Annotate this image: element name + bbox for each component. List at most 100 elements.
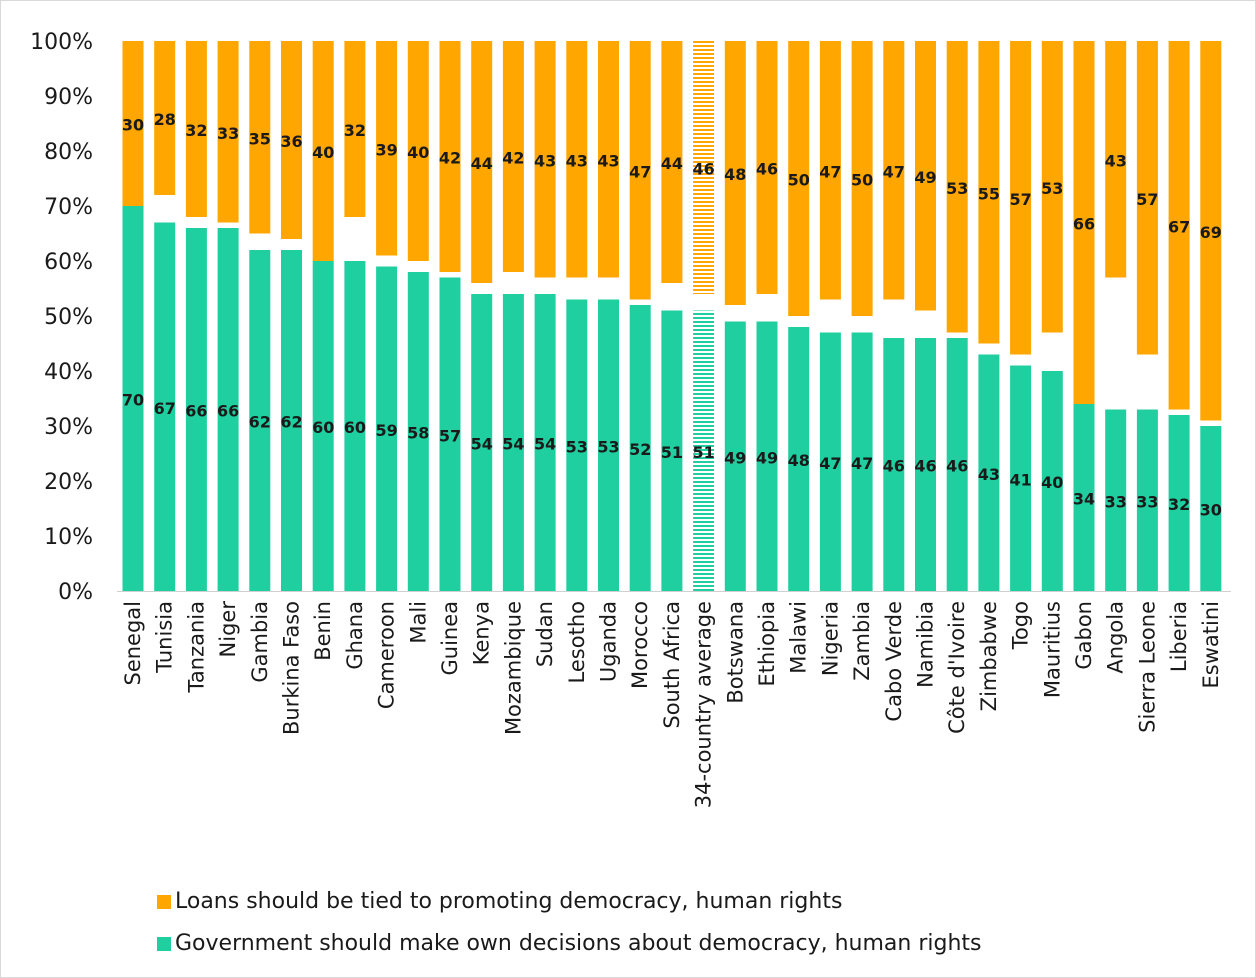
- legend-item-loans: Loans should be tied to promoting democr…: [157, 889, 842, 914]
- bar-government: [629, 305, 651, 591]
- data-label-loans: 43: [1105, 151, 1127, 170]
- data-label-loans: 32: [185, 121, 207, 140]
- bar-government: [851, 332, 873, 591]
- bar-government: [1136, 409, 1158, 591]
- bar-loans: [883, 41, 905, 300]
- bar-government: [883, 338, 905, 591]
- legend-label-loans: Loans should be tied to promoting democr…: [175, 889, 843, 914]
- data-label-government: 33: [1105, 492, 1127, 511]
- x-tick-label: Ghana: [343, 601, 367, 670]
- data-label-government: 66: [217, 402, 239, 421]
- bar-loans: [851, 41, 873, 316]
- bar-government: [724, 321, 746, 591]
- data-label-loans: 36: [280, 132, 302, 151]
- data-label-government: 54: [534, 435, 556, 454]
- bar-government: [1041, 371, 1063, 591]
- bar-government: [122, 206, 144, 591]
- bar-government: [344, 261, 366, 591]
- bar-loans: [185, 41, 207, 217]
- data-label-loans: 44: [661, 154, 683, 173]
- x-tick-label: Senegal: [121, 601, 145, 686]
- bar-government: [819, 332, 841, 591]
- data-label-government: 66: [185, 402, 207, 421]
- data-label-loans: 50: [851, 171, 873, 190]
- x-tick-label: Gambia: [248, 601, 272, 683]
- data-label-loans: 50: [788, 171, 810, 190]
- bar-government: [788, 327, 810, 591]
- x-tick-label: Sudan: [533, 601, 557, 667]
- bar-loans: [693, 41, 715, 294]
- x-tick-label: Angola: [1104, 601, 1128, 674]
- x-axis: Senegal Tunisia Tanzania Niger Gambia Burkina…: [117, 591, 1231, 808]
- bar-loans: [1041, 41, 1063, 333]
- data-label-loans: 57: [1136, 190, 1158, 209]
- bar-loans: [534, 41, 556, 278]
- bar-loans: [756, 41, 778, 294]
- data-label-loans: 43: [534, 151, 556, 170]
- data-label-government: 70: [122, 391, 144, 410]
- bar-government: [598, 299, 619, 591]
- bar-loans: [249, 41, 271, 234]
- legend-swatch-loans: [157, 894, 171, 909]
- bar-loans: [946, 41, 968, 333]
- data-label-loans: 46: [692, 160, 714, 179]
- data-label-government: 60: [344, 418, 366, 437]
- x-tick-label: 34-country average: [692, 601, 716, 808]
- x-tick-label: Cameroon: [375, 601, 399, 709]
- bar-government: [756, 321, 778, 591]
- data-label-loans: 48: [724, 165, 746, 184]
- bar-government: [1073, 404, 1095, 591]
- bar-government: [1168, 415, 1190, 591]
- x-tick-label: Ethiopia: [755, 601, 779, 687]
- x-tick-label: Botswana: [723, 601, 747, 704]
- legend-label-government: Government should make own decisions abo…: [175, 931, 982, 956]
- data-label-loans: 43: [566, 151, 588, 170]
- x-tick-label: Cabo Verde: [882, 601, 906, 722]
- bar-loans: [978, 41, 1000, 344]
- stacked-bar-chart: 0% 10% 20% 30% 40% 50% 60% 70% 80% 90% 100% 70 30 67…: [30, 30, 1231, 808]
- x-tick-label: Sierra Leone: [1135, 601, 1159, 733]
- x-tick-label: Malawi: [787, 601, 811, 674]
- data-label-government: 54: [502, 435, 524, 454]
- bar-loans: [629, 41, 651, 300]
- bar-government: [915, 338, 936, 591]
- x-tick-label: Morocco: [628, 601, 652, 689]
- bar-government: [217, 228, 239, 591]
- x-tick-label: Togo: [1009, 601, 1033, 650]
- bar-loans: [344, 41, 366, 217]
- bar-loans: [1105, 41, 1127, 278]
- bar-loans: [312, 41, 334, 261]
- bar-government: [946, 338, 968, 591]
- x-tick-label: Mozambique: [501, 601, 525, 735]
- bar-government: [566, 299, 588, 591]
- bar-loans: [819, 41, 841, 300]
- x-tick-label: Mauritius: [1040, 601, 1064, 698]
- x-tick-label: Liberia: [1167, 601, 1191, 672]
- data-label-loans: 42: [502, 149, 524, 168]
- bar-government: [693, 310, 715, 591]
- data-label-loans: 35: [249, 129, 271, 148]
- bar-government: [978, 354, 1000, 591]
- data-label-loans: 44: [471, 154, 493, 173]
- bar-government: [471, 294, 493, 591]
- bar-government: [1200, 426, 1222, 591]
- bar-loans: [122, 41, 144, 206]
- bar-government: [376, 266, 398, 591]
- data-label-loans: 40: [407, 143, 429, 162]
- bar-loans: [154, 41, 176, 195]
- bar-loans: [217, 41, 239, 223]
- data-label-loans: 40: [312, 143, 334, 162]
- y-axis: 0% 10% 20% 30% 40% 50% 60% 70% 80% 90% 100%: [30, 30, 93, 605]
- legend-swatch-government: [157, 936, 171, 951]
- data-label-government: 62: [249, 413, 271, 432]
- data-label-loans: 28: [154, 110, 176, 129]
- data-label-government: 33: [1136, 492, 1158, 511]
- bar-government: [534, 294, 556, 591]
- bar-loans: [376, 41, 398, 256]
- bar-loans: [1168, 41, 1190, 410]
- data-label-loans: 67: [1168, 217, 1190, 236]
- y-tick-label: 70%: [44, 195, 93, 220]
- data-label-government: 52: [629, 440, 651, 459]
- x-tick-label: Lesotho: [565, 601, 589, 683]
